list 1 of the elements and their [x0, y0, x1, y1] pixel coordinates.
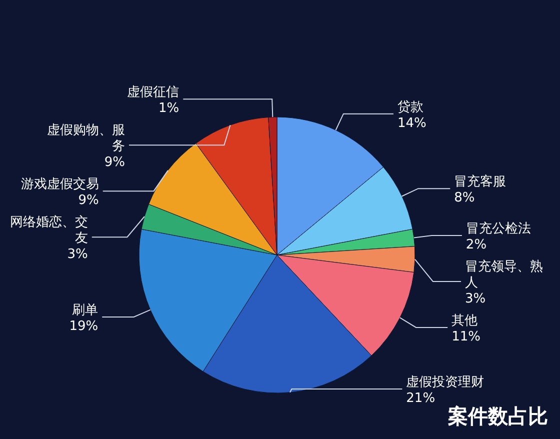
- text: 案件数占比: [447, 404, 548, 428]
